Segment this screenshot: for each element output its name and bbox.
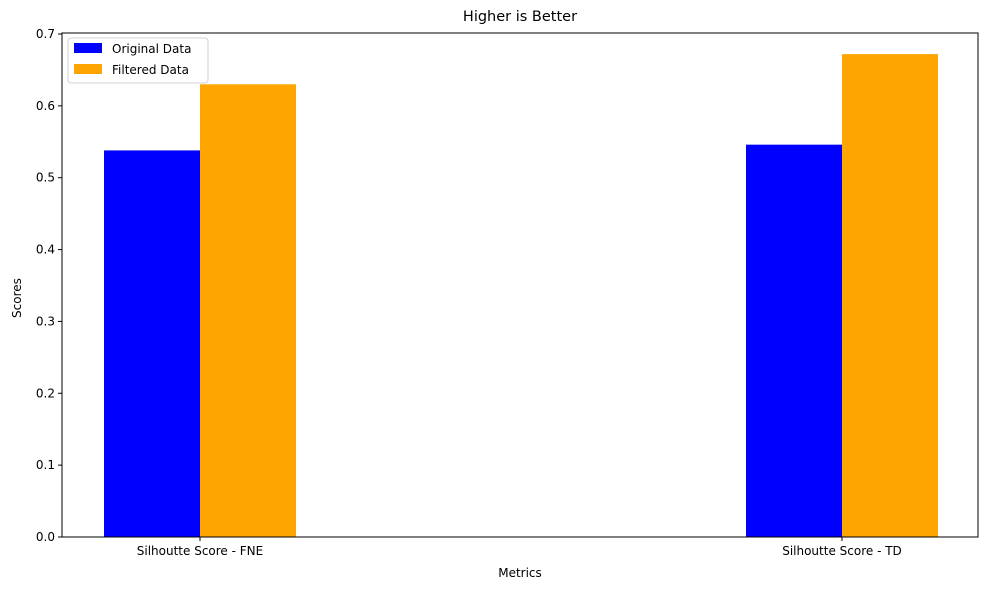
bar-filtered-data-2 bbox=[842, 54, 938, 538]
bar-original-data-1 bbox=[104, 150, 200, 537]
axes-layer: 0.0 0.1 0.2 0.3 0.4 0.5 0.6 0.7 Silhoutte Score … bbox=[36, 27, 979, 558]
x-tick-label: Silhoutte Score - TD bbox=[782, 544, 902, 558]
y-tick-label: 0.6 bbox=[36, 99, 55, 113]
legend-box bbox=[67, 37, 209, 84]
chart-title: Higher is Better bbox=[463, 9, 577, 25]
plot-frame bbox=[61, 32, 979, 538]
legend-label-1: Original Data bbox=[112, 42, 191, 56]
y-axis-label: Scores bbox=[10, 278, 24, 318]
y-tick-label: 0.0 bbox=[36, 530, 55, 544]
legend: Original Data Filtered Data bbox=[67, 37, 209, 84]
y-tick-label: 0.2 bbox=[36, 386, 55, 400]
bar-original-data-2 bbox=[746, 144, 842, 537]
x-tick-label: Silhoutte Score - FNE bbox=[137, 544, 263, 558]
y-tick-label: 0.5 bbox=[36, 171, 55, 185]
legend-label-2: Filtered Data bbox=[112, 63, 189, 77]
legend-swatch-2 bbox=[74, 64, 102, 74]
legend-swatch-1 bbox=[74, 43, 102, 53]
bars-layer bbox=[104, 54, 938, 538]
bar-filtered-data-1 bbox=[200, 84, 296, 538]
y-tick-label: 0.3 bbox=[36, 314, 55, 328]
y-tick-label: 0.1 bbox=[36, 458, 55, 472]
y-tick-label: 0.4 bbox=[36, 243, 55, 257]
y-tick-label: 0.7 bbox=[36, 27, 55, 41]
x-axis-label: Metrics bbox=[498, 566, 542, 580]
